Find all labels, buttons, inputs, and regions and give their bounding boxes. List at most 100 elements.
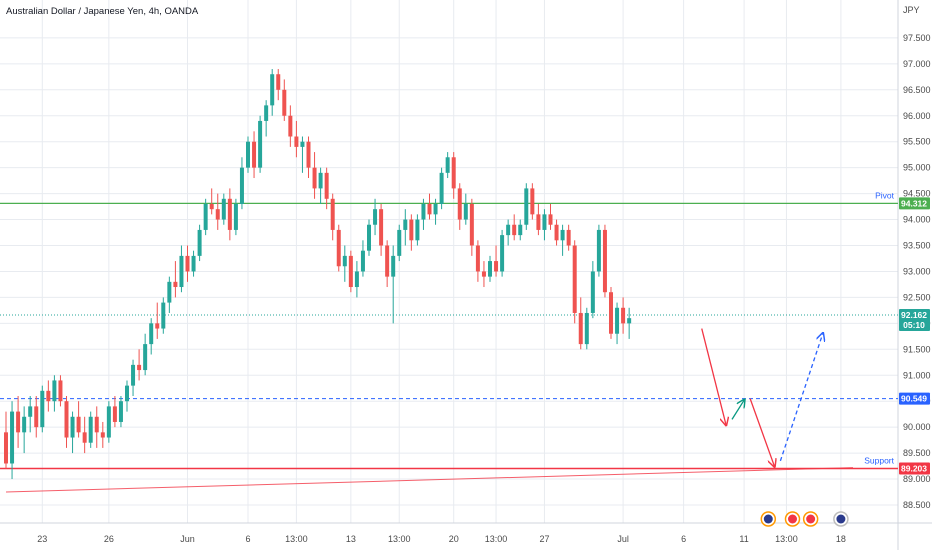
x-tick-label: 23: [37, 534, 47, 544]
candle-body: [34, 406, 39, 428]
candle-body: [367, 224, 371, 251]
candle-body: [282, 89, 287, 116]
candle-body: [409, 219, 414, 241]
candle-body: [149, 323, 154, 345]
candle-body: [348, 255, 353, 288]
candle-body: [627, 318, 632, 324]
y-tick-label: 89.000: [903, 474, 931, 484]
candle-body: [10, 411, 15, 464]
candle-body: [457, 188, 462, 220]
chart-title: Australian Dollar / Japanese Yen, 4h, OA…: [6, 6, 199, 17]
projection-arrow-down[interactable]: [701, 328, 726, 425]
candle-body: [391, 255, 396, 277]
candle-body: [590, 271, 595, 313]
candle-body: [264, 105, 269, 121]
candle-body: [40, 390, 45, 428]
candle-body: [373, 209, 378, 225]
candle-body: [578, 312, 583, 345]
candle-body: [106, 406, 111, 438]
candle-body: [143, 344, 148, 371]
candle-body: [300, 141, 305, 147]
currency-label: JPY: [903, 5, 920, 15]
candle-body: [88, 416, 93, 443]
candle-body: [609, 292, 613, 334]
candle-body: [125, 385, 129, 402]
candle-body: [100, 432, 105, 438]
candle-body: [233, 203, 238, 230]
x-tick-label: 11: [739, 534, 748, 544]
candle-body: [475, 245, 480, 272]
candle-body: [445, 157, 450, 173]
candle-body: [4, 432, 8, 464]
candle-body: [167, 281, 172, 303]
candle-body: [312, 167, 317, 189]
event-dot-icon-2[interactable]: [802, 511, 819, 527]
candle-body: [112, 406, 117, 422]
candle-body: [52, 380, 57, 402]
candle-body: [518, 224, 523, 236]
candle-body: [500, 235, 505, 272]
candle-body: [336, 229, 341, 267]
candle-body: [433, 203, 438, 215]
candle-body: [481, 271, 486, 277]
y-tick-label: 97.000: [903, 59, 931, 69]
projection-arrow-down[interactable]: [749, 398, 774, 466]
y-tick-label: 90.000: [903, 422, 931, 432]
candle-body: [572, 245, 577, 313]
target-price-badge-text: 90.549: [901, 394, 927, 404]
projection-arrow-dashed[interactable]: [779, 334, 822, 462]
candle-body: [209, 203, 214, 210]
support-trendline[interactable]: [5, 467, 854, 493]
x-tick-label: 13:00: [388, 534, 411, 544]
x-tick-label: 26: [104, 534, 114, 544]
x-tick-label: 13:00: [485, 534, 508, 544]
candle-body: [548, 214, 553, 225]
candle-body: [330, 198, 335, 230]
candle-body: [28, 406, 33, 417]
candle-body: [64, 401, 69, 438]
candle-body: [82, 432, 87, 443]
au-flag-icon-2[interactable]: [833, 511, 849, 527]
y-tick-label: 96.500: [903, 85, 931, 95]
y-tick-label: 91.000: [903, 370, 931, 380]
candle-body: [246, 141, 250, 168]
candle-body: [512, 224, 517, 236]
candle-body: [439, 172, 444, 204]
candle-body: [451, 157, 456, 189]
pivot-price-badge-text: 94.312: [901, 198, 927, 208]
au-flag-icon[interactable]: [760, 511, 777, 527]
candle-body: [397, 229, 402, 256]
candle-body: [621, 307, 626, 324]
event-dot-icon[interactable]: [784, 511, 801, 527]
y-tick-label: 95.000: [903, 163, 931, 173]
target-price-badge: [899, 392, 930, 405]
candle-body: [173, 281, 178, 288]
candle-body: [554, 224, 559, 241]
y-tick-label: 92.500: [903, 292, 931, 302]
candle-body: [403, 219, 408, 230]
candle-body: [385, 245, 390, 277]
candle-body: [252, 141, 257, 168]
candle-body: [118, 401, 123, 422]
candle-body: [379, 209, 384, 246]
x-tick-label: Jun: [180, 534, 195, 544]
candle-body: [421, 203, 426, 220]
candle-body: [137, 364, 142, 371]
y-tick-label: 93.500: [903, 241, 931, 251]
support-label: Support: [864, 456, 894, 466]
candle-body: [494, 261, 499, 272]
support-price-badge: [899, 462, 930, 475]
projection-arrow-up[interactable]: [731, 400, 744, 420]
y-tick-label: 97.500: [903, 33, 931, 43]
candle-body: [566, 229, 571, 246]
x-tick-label: 6: [681, 534, 686, 544]
y-tick-label: 96.000: [903, 111, 931, 121]
candle-body: [46, 390, 51, 402]
x-tick-label: 6: [245, 534, 250, 544]
x-tick-label: 18: [836, 534, 846, 544]
candle-body: [427, 203, 432, 215]
candle-body: [542, 214, 547, 230]
candle-body: [596, 229, 601, 272]
